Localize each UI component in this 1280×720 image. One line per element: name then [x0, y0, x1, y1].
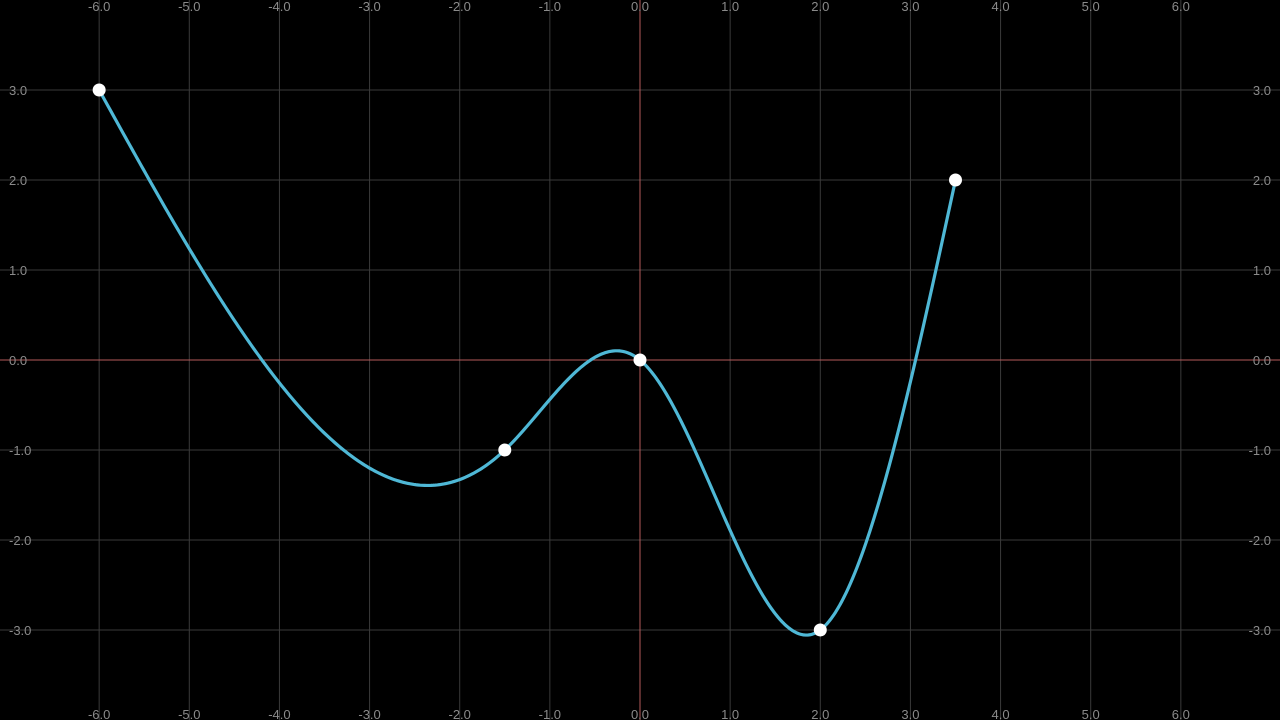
x-tick-label-bottom: -1.0 [539, 707, 561, 720]
x-tick-label-top: -3.0 [358, 0, 380, 14]
y-tick-label-left: 2.0 [9, 173, 27, 188]
x-tick-label-top: 0.0 [631, 0, 649, 14]
x-tick-label-top: 3.0 [901, 0, 919, 14]
x-tick-label-bottom: 6.0 [1172, 707, 1190, 720]
x-tick-label-top: -4.0 [268, 0, 290, 14]
x-tick-label-bottom: 0.0 [631, 707, 649, 720]
x-tick-label-top: -2.0 [449, 0, 471, 14]
y-tick-label-right: 1.0 [1253, 263, 1271, 278]
x-tick-label-top: 2.0 [811, 0, 829, 14]
data-point [633, 353, 647, 367]
x-tick-label-top: -6.0 [88, 0, 110, 14]
y-tick-label-left: -3.0 [9, 623, 31, 638]
x-tick-label-bottom: -6.0 [88, 707, 110, 720]
y-tick-label-left: -1.0 [9, 443, 31, 458]
x-tick-label-bottom: -4.0 [268, 707, 290, 720]
data-point [948, 173, 962, 187]
y-tick-label-right: 0.0 [1253, 353, 1271, 368]
x-tick-label-top: 5.0 [1082, 0, 1100, 14]
data-point [92, 83, 106, 97]
series-curves [97, 88, 958, 637]
y-tick-label-left: 1.0 [9, 263, 27, 278]
x-tick-label-top: 6.0 [1172, 0, 1190, 14]
y-tick-label-left: 3.0 [9, 83, 27, 98]
x-tick-label-top: -5.0 [178, 0, 200, 14]
data-point [498, 443, 512, 457]
data-points [92, 83, 962, 637]
x-tick-label-bottom: -5.0 [178, 707, 200, 720]
x-tick-label-top: 4.0 [992, 0, 1010, 14]
x-tick-label-top: -1.0 [539, 0, 561, 14]
y-tick-label-right: 2.0 [1253, 173, 1271, 188]
x-tick-label-bottom: -3.0 [358, 707, 380, 720]
y-tick-label-right: -1.0 [1249, 443, 1271, 458]
x-tick-label-bottom: -2.0 [449, 707, 471, 720]
y-tick-label-right: -2.0 [1249, 533, 1271, 548]
y-tick-label-left: -2.0 [9, 533, 31, 548]
series-line [97, 88, 958, 637]
x-tick-label-bottom: 5.0 [1082, 707, 1100, 720]
y-tick-label-right: -3.0 [1249, 623, 1271, 638]
data-point [813, 623, 827, 637]
x-tick-label-bottom: 4.0 [992, 707, 1010, 720]
x-tick-label-bottom: 1.0 [721, 707, 739, 720]
x-tick-label-top: 1.0 [721, 0, 739, 14]
y-tick-label-left: 0.0 [9, 353, 27, 368]
tick-labels: -6.0 -6.0 -5.0 -5.0 -4.0 -4.0 -3.0 -3.0 -2.0 -2.0… [9, 0, 1271, 720]
y-tick-label-right: 3.0 [1253, 83, 1271, 98]
x-tick-label-bottom: 3.0 [901, 707, 919, 720]
x-tick-label-bottom: 2.0 [811, 707, 829, 720]
